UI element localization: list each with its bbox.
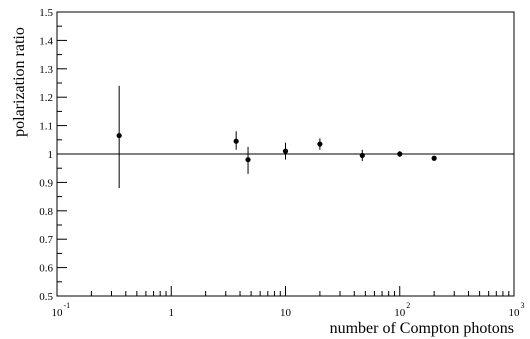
y-tick-label: 1.1 xyxy=(39,121,53,133)
data-point xyxy=(397,151,403,157)
y-tick-label: 1.5 xyxy=(39,7,53,19)
y-tick-label: 0.9 xyxy=(39,177,53,189)
data-point xyxy=(282,148,289,154)
data-point xyxy=(431,155,437,161)
y-tick-label: 0.8 xyxy=(39,206,53,218)
y-tick-label: 0.6 xyxy=(39,263,53,275)
y-tick-label: 1.2 xyxy=(39,92,53,104)
y-axis-ticks: 0.5 0.6 0.7 0.8 0.9 1 1.1 1.2 1.3 1.4 1.5 xyxy=(39,7,67,303)
x-tick-label: 10 xyxy=(509,307,521,319)
y-tick-label: 0.5 xyxy=(39,291,53,303)
y-tick-label: 1.4 xyxy=(39,35,53,47)
x-tick-exponent: 3 xyxy=(521,301,525,310)
x-tick-label: 10 xyxy=(394,307,406,319)
data-point xyxy=(317,141,323,147)
data-points xyxy=(116,85,437,189)
data-point xyxy=(245,157,251,163)
x-tick-label: 10 xyxy=(280,307,292,319)
x-tick-label: 1 xyxy=(169,307,175,319)
x-tick-exponent: -1 xyxy=(64,301,71,310)
y-axis-title: polarization ratio xyxy=(11,27,28,137)
data-point xyxy=(359,152,365,159)
y-tick-label: 0.7 xyxy=(39,234,53,246)
y-tick-label: 1.3 xyxy=(39,64,53,76)
x-axis-title: number of Compton photons xyxy=(330,320,514,337)
x-tick-exponent: 2 xyxy=(406,301,410,310)
data-point xyxy=(233,138,239,144)
data-point xyxy=(116,132,122,139)
y-tick-label: 1 xyxy=(48,149,54,161)
x-tick-label: 10 xyxy=(52,307,64,319)
